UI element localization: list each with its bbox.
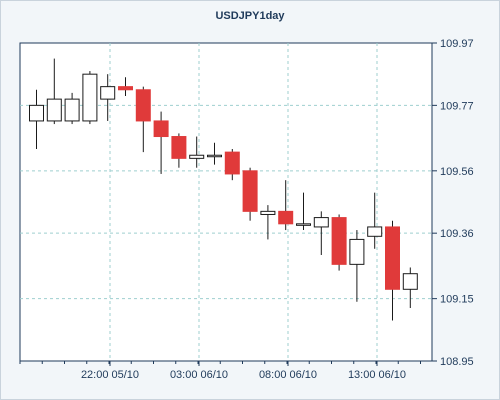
candle-body-up (46, 98, 62, 122)
candle-body-down (118, 86, 133, 91)
candle-body-up (64, 98, 80, 122)
candle (242, 167, 258, 221)
candle (207, 142, 222, 165)
candles (29, 58, 418, 321)
candle-body-down (278, 210, 294, 225)
candle (296, 192, 311, 231)
candle (100, 74, 116, 121)
candle (189, 136, 205, 168)
x-tick-label: 03:00 06/10 (170, 369, 228, 381)
candle (349, 230, 365, 302)
y-axis: 109.97 109.77 109.56 109.36 109.15 108.95 (432, 38, 474, 368)
candle-body-up (260, 210, 276, 215)
candle (153, 111, 169, 174)
candle-body-up (82, 73, 98, 122)
candle (260, 205, 276, 240)
y-tick-label: 109.77 (440, 100, 474, 112)
candle (402, 267, 418, 308)
candle-body-up (189, 154, 205, 159)
candle (331, 214, 347, 271)
chart-title: USDJPY1day (215, 10, 285, 22)
candle (29, 89, 44, 149)
x-tick-label: 13:00 06/10 (348, 369, 406, 381)
candle (313, 211, 329, 255)
y-tick-label: 109.15 (440, 294, 474, 306)
y-tick-label: 109.56 (440, 166, 474, 178)
candle-body-down (242, 170, 258, 212)
candle (385, 220, 400, 321)
candle (278, 180, 294, 231)
candle-body-up (100, 86, 116, 100)
x-tick-label: 08:00 06/10 (259, 369, 317, 381)
candle (367, 192, 383, 249)
candle (46, 58, 62, 125)
candle-body-up (349, 238, 365, 265)
candle-body-up (29, 104, 44, 122)
candle-body-down (331, 217, 347, 265)
candle (135, 86, 151, 153)
candle-body-down (135, 89, 151, 122)
y-tick-label: 109.36 (440, 228, 474, 240)
x-axis: 22:00 05/10 03:00 06/10 08:00 06/10 13:00 0… (19, 361, 421, 381)
y-tick-label: 109.97 (440, 38, 474, 50)
candle-body-up (367, 226, 383, 237)
candle-body-down (224, 151, 240, 175)
candle-body-down (385, 226, 400, 290)
x-tick-label: 22:00 05/10 (81, 369, 139, 381)
plot-area (19, 42, 433, 362)
candle (64, 92, 80, 125)
candle (171, 133, 187, 168)
candle-body-up (402, 273, 418, 290)
candle-body-up (296, 223, 311, 226)
candle (82, 71, 98, 125)
candle (118, 77, 133, 96)
candle-body-up (207, 154, 222, 158)
y-tick-label: 108.95 (440, 356, 474, 368)
candle (224, 149, 240, 181)
candle-body-down (153, 120, 169, 138)
candle-body-up (313, 217, 329, 228)
candle-body-down (171, 136, 187, 159)
